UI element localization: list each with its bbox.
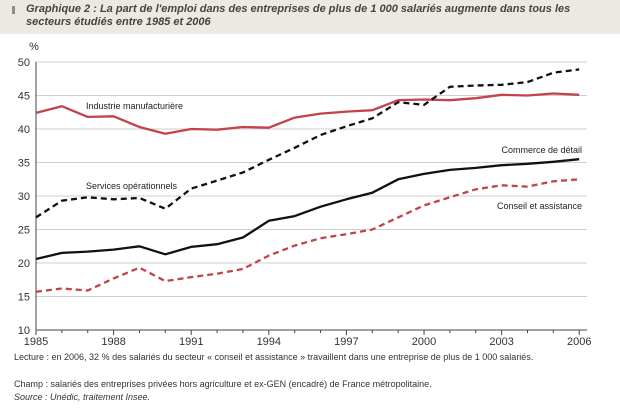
x-tick-label-1991: 1991 [179,336,203,348]
chart-title: Graphique 2 : La part de l'emploi dans d… [26,3,571,28]
series-label-2: Services opérationnels [86,181,178,191]
series-label-4: Conseil et assistance [497,201,582,211]
x-tick-label-2000: 2000 [412,336,436,348]
x-tick-label-1997: 1997 [334,336,358,348]
x-tick-label-1994: 1994 [257,336,281,348]
series-line-3 [35,158,580,261]
x-tick-label-1985: 1985 [24,336,48,348]
y-tick-label-15: 15 [18,292,30,304]
y-tick-label-25: 25 [18,225,30,237]
y-tick-label-20: 20 [18,258,30,270]
title-marker [12,6,15,14]
y-axis-unit: % [29,41,39,53]
line-chart: 10 15 20 25 30 35 40 45 50% 1985 1988 1991 1994 1997 2… [18,41,592,348]
x-tick-label-2006: 2006 [567,336,591,348]
x-tick-label-2003: 2003 [489,336,513,348]
series-label-3: Commerce de détail [501,145,582,155]
series-label-1: Industrie manufacturière [86,101,183,111]
y-tick-label-45: 45 [18,91,30,103]
series-line-2 [35,68,580,219]
y-tick-label-40: 40 [18,124,30,136]
title-bar: Graphique 2 : La part de l'emploi dans d… [0,0,620,34]
y-tick-label-10: 10 [18,325,30,337]
x-tick-label-1988: 1988 [101,336,125,348]
source-note: Source : Unédic, traitement Insee. [14,392,151,402]
lecture-note: Lecture : en 2006, 32 % des salariés du … [14,352,534,362]
champ-note: Champ : salariés des entreprises privées… [14,379,432,389]
y-tick-label-50: 50 [18,57,30,69]
y-tick-label-35: 35 [18,158,30,170]
series-line-1 [35,92,580,135]
series-line-4 [35,178,580,293]
y-tick-label-30: 30 [18,191,30,203]
